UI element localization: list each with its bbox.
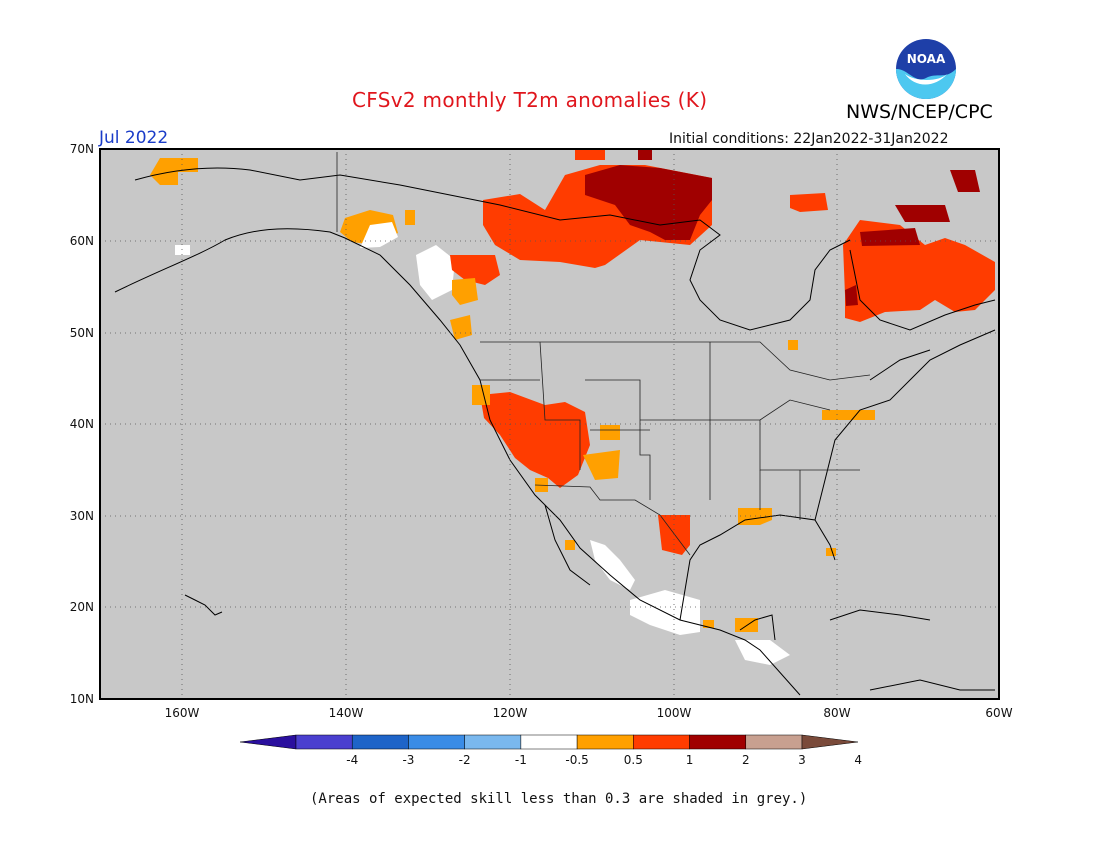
logo-text: NOAA [907, 52, 946, 66]
lon-labels: 160W 140W 120W 100W 80W 60W [165, 706, 1013, 720]
lat-label: 50N [70, 326, 94, 340]
colorbar-tick-label: 4 [854, 753, 862, 767]
colorbar-cell [464, 734, 522, 750]
colorbar-tick-label: -0.5 [565, 753, 588, 767]
colorbar-cell [801, 734, 859, 750]
colorbar-cell [239, 734, 297, 750]
colorbar-cell [351, 734, 409, 750]
lon-label: 160W [165, 706, 200, 720]
coastlines [114, 167, 996, 696]
anomaly-region-us-southwest [480, 392, 590, 488]
org-label: NWS/NCEP/CPC [846, 101, 993, 123]
colorbar-cell [408, 734, 465, 750]
colorbar-tick-label: -2 [459, 753, 471, 767]
lat-label: 30N [70, 509, 94, 523]
colorbar-tick-labels: -4 -3 -2 -1 -0.5 0.5 1 2 3 4 [346, 753, 862, 767]
lat-labels: 10N 20N 30N 40N 50N 60N 70N [70, 142, 94, 706]
colorbar-cell [576, 734, 634, 750]
lon-label: 80W [823, 706, 850, 720]
noaa-logo: NOAA [896, 39, 956, 99]
colorbar-cell [745, 734, 803, 750]
graticule [100, 149, 999, 699]
colorbar-tick-label: -3 [402, 753, 414, 767]
lat-label: 40N [70, 417, 94, 431]
colorbar-tick-label: -4 [346, 753, 358, 767]
initial-conditions: Initial conditions: 22Jan2022-31Jan2022 [669, 131, 949, 147]
colorbar-tick-label: 0.5 [624, 753, 643, 767]
anomaly-region-central-arctic-canada [585, 165, 712, 240]
political-borders [336, 152, 871, 556]
lon-label: 120W [493, 706, 528, 720]
lat-label: 60N [70, 234, 94, 248]
colorbar-tick-label: 2 [742, 753, 750, 767]
colorbar-tick-label: 3 [798, 753, 806, 767]
anomaly-fields [150, 150, 995, 665]
colorbar-cell [295, 734, 353, 750]
lon-label: 60W [985, 706, 1012, 720]
colorbar-cell [689, 734, 747, 750]
lat-label: 70N [70, 142, 94, 156]
forecast-month: Jul 2022 [99, 128, 169, 148]
colorbar-cell [633, 734, 690, 750]
map-frame [99, 148, 1000, 700]
lon-label: 140W [329, 706, 364, 720]
skill-note: (Areas of expected skill less than 0.3 a… [310, 791, 808, 807]
anomaly-region-mexico-near-normal [590, 540, 635, 590]
lat-label: 20N [70, 600, 94, 614]
colorbar-tick-label: -1 [515, 753, 527, 767]
colorbar-cells [239, 734, 859, 750]
lon-label: 100W [657, 706, 692, 720]
colorbar-cell [520, 734, 578, 750]
lat-label: 10N [70, 692, 94, 706]
colorbar-tick-label: 1 [686, 753, 694, 767]
chart-title: CFSv2 monthly T2m anomalies (K) [352, 88, 708, 112]
